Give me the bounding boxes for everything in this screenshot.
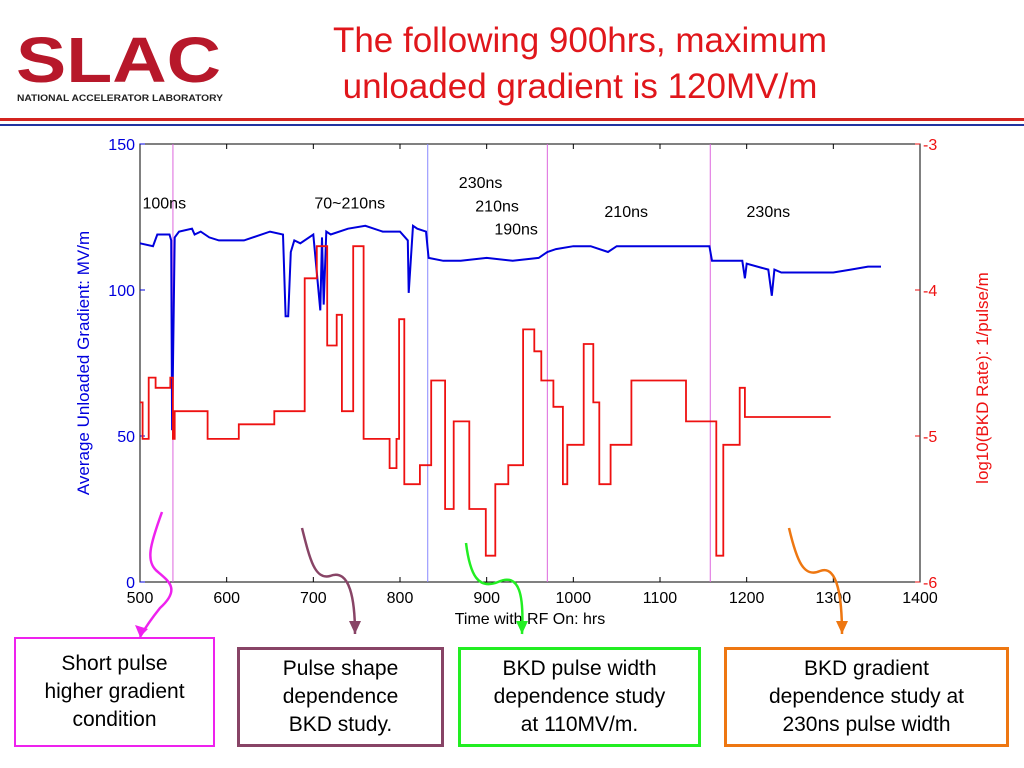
callout-pulse-width-text: BKD pulse width dependence study at 110M… bbox=[493, 657, 666, 736]
callout-arrow-1 bbox=[300, 527, 357, 635]
annotation-label: 210ns bbox=[604, 204, 648, 221]
y2-tick-label: -6 bbox=[923, 575, 937, 592]
callout-pulse-shape: Pulse shape dependence BKD study. bbox=[237, 647, 444, 747]
callout-arrow-head-3 bbox=[836, 621, 848, 634]
callout-arrow-0 bbox=[138, 511, 173, 638]
slac-logo: SLAC NATIONAL ACCELERATOR LABORATORY bbox=[16, 24, 224, 104]
x-tick-label: 1400 bbox=[902, 590, 938, 607]
x-tick-label: 1000 bbox=[556, 590, 592, 607]
slide-title: The following 900hrs, maximum unloaded g… bbox=[270, 18, 890, 110]
callout-arrow-head-1 bbox=[349, 621, 361, 634]
x-tick-label: 700 bbox=[300, 590, 327, 607]
header-rule-red bbox=[0, 118, 1024, 121]
title-line-2: unloaded gradient is 120MV/m bbox=[342, 67, 818, 106]
x-tick-label: 900 bbox=[473, 590, 500, 607]
logo-wordmark: SLAC bbox=[16, 24, 221, 96]
callout-gradient-dependence-text: BKD gradient dependence study at 230ns p… bbox=[769, 657, 964, 736]
callout-gradient-dependence: BKD gradient dependence study at 230ns p… bbox=[724, 647, 1009, 747]
x-tick-label: 600 bbox=[213, 590, 240, 607]
callout-short-pulse: Short pulse higher gradient condition bbox=[14, 637, 215, 747]
callout-short-pulse-text: Short pulse higher gradient condition bbox=[44, 652, 185, 731]
callout-arrow-2 bbox=[464, 542, 524, 635]
callout-arrow-3 bbox=[787, 527, 844, 635]
annotation-label: 70~210ns bbox=[314, 195, 385, 212]
header-rule-blue bbox=[0, 124, 1024, 126]
y-tick-label: 50 bbox=[117, 429, 135, 446]
y-axis-label: Average Unloaded Gradient: MV/m bbox=[74, 231, 93, 495]
callout-pulse-width: BKD pulse width dependence study at 110M… bbox=[458, 647, 701, 747]
annotation-label: 100ns bbox=[142, 195, 186, 212]
callout-arrow-head-2 bbox=[516, 621, 528, 634]
callout-arrow-head-0 bbox=[135, 625, 148, 637]
title-line-1: The following 900hrs, maximum bbox=[332, 21, 828, 60]
y2-axis-label: log10(BKD Rate): 1/pulse/m bbox=[973, 272, 992, 484]
y-tick-label: 100 bbox=[108, 283, 135, 300]
x-axis-label: Time with RF On: hrs bbox=[455, 611, 606, 628]
annotation-label: 230ns bbox=[459, 175, 503, 192]
y2-tick-label: -4 bbox=[923, 283, 937, 300]
x-tick-label: 500 bbox=[127, 590, 154, 607]
y2-tick-label: -3 bbox=[923, 137, 937, 154]
x-tick-label: 1100 bbox=[643, 590, 678, 607]
x-tick-label: 1300 bbox=[816, 590, 852, 607]
annotation-label: 230ns bbox=[747, 204, 791, 221]
series-bkd-rate-line bbox=[140, 245, 831, 557]
plot-area bbox=[139, 143, 921, 583]
x-tick-label: 800 bbox=[387, 590, 414, 607]
callout-pulse-shape-text: Pulse shape dependence BKD study. bbox=[282, 657, 399, 736]
x-tick-label: 1200 bbox=[729, 590, 765, 607]
y-tick-label: 0 bbox=[126, 575, 135, 592]
y-tick-label: 150 bbox=[108, 137, 135, 154]
logo-subtext: NATIONAL ACCELERATOR LABORATORY bbox=[17, 93, 224, 104]
annotation-label: 210ns bbox=[475, 198, 519, 215]
annotation-label: 190ns bbox=[494, 222, 538, 239]
series-gradient-line bbox=[139, 223, 881, 431]
y2-tick-label: -5 bbox=[923, 429, 937, 446]
